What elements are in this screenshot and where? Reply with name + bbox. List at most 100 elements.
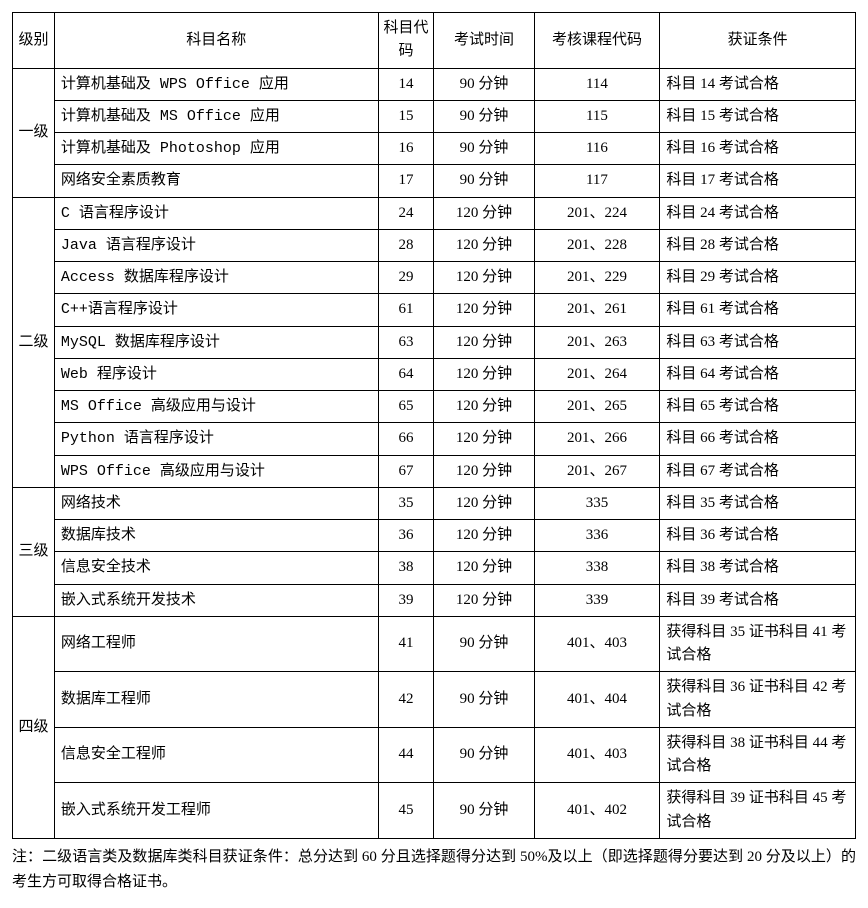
subject-name: 网络安全素质教育 — [54, 165, 378, 197]
subject-name: MS Office 高级应用与设计 — [54, 391, 378, 423]
course-code: 201、224 — [534, 197, 660, 229]
cert-condition: 科目 17 考试合格 — [660, 165, 856, 197]
subject-code: 16 — [378, 133, 434, 165]
table-row: MySQL 数据库程序设计 63 120 分钟 201、263 科目 63 考试… — [13, 326, 856, 358]
exam-time: 120 分钟 — [434, 455, 534, 487]
subject-code: 15 — [378, 100, 434, 132]
exam-subjects-table: 级别 科目名称 科目代码 考试时间 考核课程代码 获证条件 一级 计算机基础及 … — [12, 12, 856, 839]
course-code: 201、265 — [534, 391, 660, 423]
subject-name: 嵌入式系统开发工程师 — [54, 783, 378, 839]
cert-condition: 获得科目 35 证书科目 41 考试合格 — [660, 616, 856, 672]
cert-condition: 获得科目 39 证书科目 45 考试合格 — [660, 783, 856, 839]
subject-code: 44 — [378, 727, 434, 783]
table-row: 四级 网络工程师 41 90 分钟 401、403 获得科目 35 证书科目 4… — [13, 616, 856, 672]
table-row: 一级 计算机基础及 WPS Office 应用 14 90 分钟 114 科目 … — [13, 68, 856, 100]
table-row: 嵌入式系统开发技术 39 120 分钟 339 科目 39 考试合格 — [13, 584, 856, 616]
table-row: Access 数据库程序设计 29 120 分钟 201、229 科目 29 考… — [13, 262, 856, 294]
cert-condition: 科目 66 考试合格 — [660, 423, 856, 455]
subject-code: 45 — [378, 783, 434, 839]
subject-code: 67 — [378, 455, 434, 487]
subject-name: 网络工程师 — [54, 616, 378, 672]
table-row: 计算机基础及 Photoshop 应用 16 90 分钟 116 科目 16 考… — [13, 133, 856, 165]
subject-code: 42 — [378, 672, 434, 728]
course-code: 401、402 — [534, 783, 660, 839]
subject-name: 信息安全技术 — [54, 552, 378, 584]
cert-condition: 科目 16 考试合格 — [660, 133, 856, 165]
subject-code: 64 — [378, 358, 434, 390]
course-code: 336 — [534, 520, 660, 552]
table-row: WPS Office 高级应用与设计 67 120 分钟 201、267 科目 … — [13, 455, 856, 487]
exam-time: 120 分钟 — [434, 423, 534, 455]
exam-time: 90 分钟 — [434, 672, 534, 728]
course-code: 201、264 — [534, 358, 660, 390]
subject-name: 数据库技术 — [54, 520, 378, 552]
cert-condition: 科目 38 考试合格 — [660, 552, 856, 584]
subject-name: Python 语言程序设计 — [54, 423, 378, 455]
table-header-row: 级别 科目名称 科目代码 考试时间 考核课程代码 获证条件 — [13, 13, 856, 69]
exam-time: 120 分钟 — [434, 197, 534, 229]
course-code: 201、266 — [534, 423, 660, 455]
course-code: 117 — [534, 165, 660, 197]
subject-code: 39 — [378, 584, 434, 616]
subject-name: WPS Office 高级应用与设计 — [54, 455, 378, 487]
subject-name: 计算机基础及 MS Office 应用 — [54, 100, 378, 132]
course-code: 201、229 — [534, 262, 660, 294]
subject-code: 38 — [378, 552, 434, 584]
table-row: 数据库工程师 42 90 分钟 401、404 获得科目 36 证书科目 42 … — [13, 672, 856, 728]
cert-condition: 科目 35 考试合格 — [660, 487, 856, 519]
subject-name: 嵌入式系统开发技术 — [54, 584, 378, 616]
subject-name: MySQL 数据库程序设计 — [54, 326, 378, 358]
course-code: 116 — [534, 133, 660, 165]
course-code: 401、404 — [534, 672, 660, 728]
exam-time: 120 分钟 — [434, 294, 534, 326]
exam-time: 120 分钟 — [434, 326, 534, 358]
subject-code: 36 — [378, 520, 434, 552]
course-code: 401、403 — [534, 616, 660, 672]
exam-time: 90 分钟 — [434, 616, 534, 672]
subject-name: 计算机基础及 WPS Office 应用 — [54, 68, 378, 100]
subject-name: Access 数据库程序设计 — [54, 262, 378, 294]
header-cond: 获证条件 — [660, 13, 856, 69]
table-row: C++语言程序设计 61 120 分钟 201、261 科目 61 考试合格 — [13, 294, 856, 326]
subject-code: 28 — [378, 229, 434, 261]
cert-condition: 科目 61 考试合格 — [660, 294, 856, 326]
course-code: 201、267 — [534, 455, 660, 487]
course-code: 338 — [534, 552, 660, 584]
subject-code: 41 — [378, 616, 434, 672]
cert-condition: 科目 67 考试合格 — [660, 455, 856, 487]
course-code: 339 — [534, 584, 660, 616]
subject-name: 计算机基础及 Photoshop 应用 — [54, 133, 378, 165]
course-code: 201、261 — [534, 294, 660, 326]
exam-time: 90 分钟 — [434, 165, 534, 197]
subject-code: 14 — [378, 68, 434, 100]
course-code: 201、228 — [534, 229, 660, 261]
cert-condition: 获得科目 38 证书科目 44 考试合格 — [660, 727, 856, 783]
level-cell-4: 四级 — [13, 616, 55, 838]
level-cell-3: 三级 — [13, 487, 55, 616]
cert-condition: 科目 15 考试合格 — [660, 100, 856, 132]
table-row: 信息安全工程师 44 90 分钟 401、403 获得科目 38 证书科目 44… — [13, 727, 856, 783]
header-level: 级别 — [13, 13, 55, 69]
subject-name: C++语言程序设计 — [54, 294, 378, 326]
table-row: 计算机基础及 MS Office 应用 15 90 分钟 115 科目 15 考… — [13, 100, 856, 132]
table-row: Web 程序设计 64 120 分钟 201、264 科目 64 考试合格 — [13, 358, 856, 390]
level-cell-1: 一级 — [13, 68, 55, 197]
cert-condition: 科目 29 考试合格 — [660, 262, 856, 294]
level-cell-2: 二级 — [13, 197, 55, 487]
table-row: 数据库技术 36 120 分钟 336 科目 36 考试合格 — [13, 520, 856, 552]
subject-code: 17 — [378, 165, 434, 197]
cert-condition: 科目 63 考试合格 — [660, 326, 856, 358]
cert-condition: 科目 28 考试合格 — [660, 229, 856, 261]
subject-code: 24 — [378, 197, 434, 229]
table-row: Java 语言程序设计 28 120 分钟 201、228 科目 28 考试合格 — [13, 229, 856, 261]
table-row: MS Office 高级应用与设计 65 120 分钟 201、265 科目 6… — [13, 391, 856, 423]
subject-name: 数据库工程师 — [54, 672, 378, 728]
exam-time: 120 分钟 — [434, 391, 534, 423]
table-row: 二级 C 语言程序设计 24 120 分钟 201、224 科目 24 考试合格 — [13, 197, 856, 229]
cert-condition: 科目 14 考试合格 — [660, 68, 856, 100]
subject-code: 65 — [378, 391, 434, 423]
exam-time: 120 分钟 — [434, 552, 534, 584]
header-code: 科目代码 — [378, 13, 434, 69]
table-row: 信息安全技术 38 120 分钟 338 科目 38 考试合格 — [13, 552, 856, 584]
exam-time: 90 分钟 — [434, 783, 534, 839]
